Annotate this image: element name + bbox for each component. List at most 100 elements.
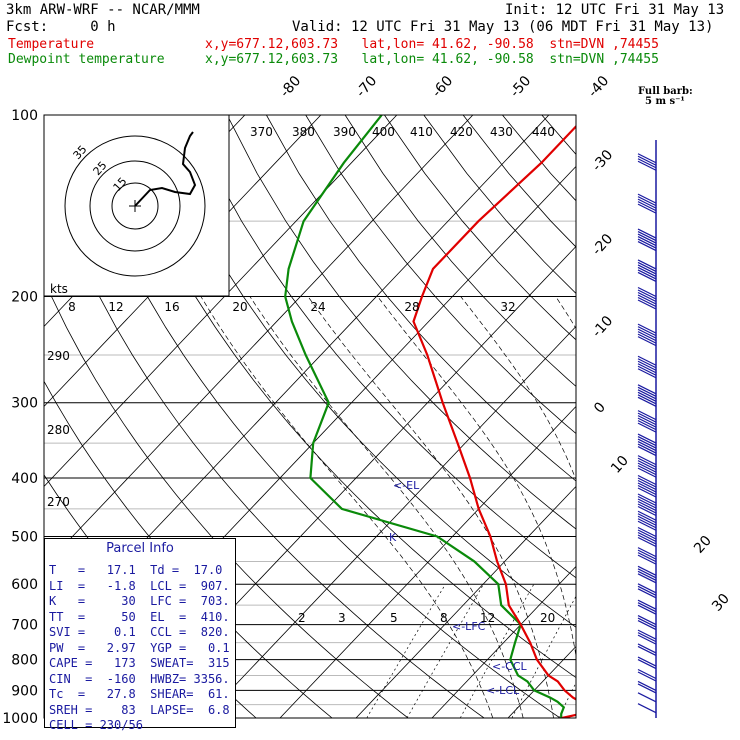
- wind-barb: [637, 193, 657, 204]
- wind-barb: [637, 615, 657, 626]
- wind-barb: [637, 441, 657, 452]
- wind-barb: [637, 261, 657, 272]
- parcel-info-row: T = 17.1 Td = 17.0: [49, 563, 223, 577]
- wind-barb: [637, 420, 657, 431]
- wind-barb: [637, 363, 657, 374]
- isotherm-label: 0: [591, 399, 609, 416]
- dry-adiabat: [581, 115, 740, 718]
- mixing-ratio-line: [366, 584, 446, 718]
- pressure-label-900: 900: [11, 683, 38, 699]
- wind-barb: [637, 203, 657, 214]
- isotherm-label: -30: [589, 147, 616, 175]
- pressure-label-1000: 1000: [2, 711, 38, 727]
- wind-barb: [637, 467, 657, 478]
- wind-barb: [637, 436, 657, 447]
- wind-barb: [637, 529, 657, 540]
- wind-barb: [637, 515, 657, 526]
- wind-barb: [637, 153, 657, 164]
- dry-adiabat: [187, 115, 576, 579]
- theta-side-label: 280: [47, 423, 70, 437]
- isotherm-label: -80: [277, 73, 304, 101]
- parcel-info-row: K = 30 LFC = 703.: [49, 594, 230, 608]
- theta-side-label: 270: [47, 495, 70, 509]
- wind-barb: [637, 228, 657, 239]
- wind-barb: [637, 604, 657, 615]
- wind-barb: [637, 583, 657, 594]
- isotherm-line: [736, 115, 740, 718]
- wind-barb: [637, 536, 657, 548]
- wind-barb: [637, 703, 657, 714]
- wind-barb: [637, 510, 657, 521]
- wind-barb: [637, 520, 657, 531]
- pressure-label-100: 100: [11, 108, 38, 124]
- moist-adiabat: [200, 296, 494, 718]
- mixing-ratio-label: 20: [540, 611, 555, 625]
- theta-label: 430: [490, 125, 513, 139]
- wind-barb: [637, 602, 657, 613]
- dry-adiabat: [266, 115, 576, 482]
- wind-barb: [637, 518, 657, 529]
- theta-label: 400: [372, 125, 395, 139]
- wind-barb: [637, 196, 657, 207]
- wind-barb: [637, 484, 657, 496]
- hodograph-trace: [134, 131, 197, 207]
- hodograph-speed-label: 28: [404, 300, 419, 314]
- pressure-label-800: 800: [11, 653, 38, 669]
- hodograph-speed-label: 20: [232, 300, 247, 314]
- wind-barb: [637, 433, 657, 444]
- isotherm-label: -20: [589, 231, 616, 259]
- wind-barb: [637, 391, 657, 402]
- parcel-info-row: CIN = -160 HWBZ= 3356.: [49, 671, 230, 686]
- wind-barb: [637, 336, 657, 347]
- dry-adiabat: [620, 115, 740, 718]
- barb-key-unit: 5 m s⁻¹: [645, 96, 685, 107]
- pressure-label-200: 200: [11, 290, 38, 306]
- isotherm-line: [44, 115, 474, 568]
- wind-barb: [637, 241, 657, 252]
- wind-barb: [637, 552, 657, 563]
- sounding-marker: K: [389, 531, 397, 544]
- wind-barb: [637, 396, 657, 407]
- wind-barb: [637, 565, 657, 576]
- isotherm-label: 20: [691, 533, 715, 557]
- dry-adiabat: [660, 115, 740, 718]
- hodograph-speed-label: 8: [68, 300, 76, 314]
- wind-barb: [637, 457, 657, 468]
- wind-barb: [637, 328, 657, 339]
- mixing-ratio-label: 8: [440, 611, 448, 625]
- pressure-label-300: 300: [11, 396, 38, 412]
- wind-barb: [637, 160, 657, 171]
- wind-barb: [637, 386, 657, 397]
- wind-barb: [637, 645, 657, 656]
- moist-adiabat: [249, 296, 524, 718]
- wind-barb: [637, 460, 657, 471]
- wind-barb: [637, 358, 657, 369]
- isotherm-label: -70: [353, 73, 380, 101]
- wind-barb: [637, 158, 657, 169]
- wind-barb: [637, 271, 657, 282]
- hodograph-ring: [89, 160, 181, 252]
- mixing-ratio-line: [406, 584, 484, 718]
- mixing-ratio-line: [558, 681, 576, 718]
- isotherm-line: [507, 645, 576, 718]
- wind-barb: [637, 534, 657, 545]
- wind-barb: [637, 500, 657, 512]
- wind-barb: [637, 549, 657, 560]
- wind-barb: [637, 155, 657, 166]
- wind-barb: [637, 331, 657, 342]
- valid-time: Valid: 12 UTC Fri 31 May 13 (06 MDT Fri …: [292, 19, 714, 35]
- forecast-hour: Fcst: 0 h: [6, 19, 116, 35]
- parcel-info-box: Parcel Info T = 17.1 Td = 17.0 LI = -1.8 …: [44, 538, 236, 732]
- wind-barb: [637, 323, 657, 334]
- sounding-marker: <-LFC: [452, 620, 486, 633]
- isotherm-line: [44, 115, 398, 488]
- wind-barb: [637, 620, 657, 631]
- wind-barb: [637, 333, 657, 344]
- wind-barb: [637, 410, 657, 421]
- wind-barb: [637, 588, 657, 599]
- theta-label: 380: [292, 125, 315, 139]
- wind-barb: [637, 573, 657, 584]
- isotherm-line: [279, 405, 576, 718]
- isotherm-label: 30: [709, 591, 733, 615]
- temperature-line: [412, 124, 576, 718]
